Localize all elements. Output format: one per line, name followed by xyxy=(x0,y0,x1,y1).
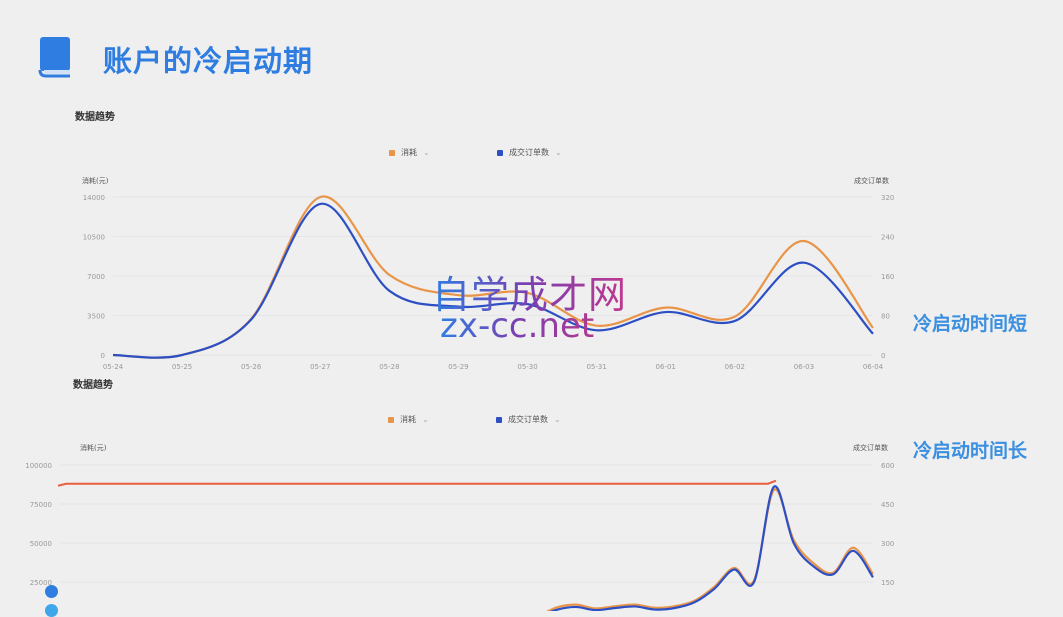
y-tick-right: 150 xyxy=(881,579,894,587)
y-tick-left: 75000 xyxy=(30,501,52,509)
chart1-legend-spend[interactable]: 消耗 ⌄ xyxy=(389,147,430,158)
label-short-cold-start: 冷启动时间短 xyxy=(913,313,1028,335)
y-tick-left: 100000 xyxy=(25,462,52,470)
legend-label: 成交订单数 xyxy=(509,148,549,157)
y-tick-left: 14000 xyxy=(83,194,105,202)
x-tick: 05-30 xyxy=(517,363,537,371)
y-tick-right: 320 xyxy=(881,194,894,202)
slide-title: 账户的冷启动期 xyxy=(103,44,314,78)
chart2-section-title: 数据趋势 xyxy=(73,380,113,391)
y-tick-left: 50000 xyxy=(30,540,52,548)
legend-swatch xyxy=(497,149,503,156)
chart2-right-axis-title: 成交订单数 xyxy=(853,444,888,452)
legend-swatch xyxy=(388,416,394,423)
x-tick: 06-02 xyxy=(725,363,745,371)
y-tick-right: 450 xyxy=(881,501,894,509)
chart1-right-axis-title: 成交订单数 xyxy=(854,177,889,185)
legend-swatch xyxy=(496,416,502,423)
y-tick-right: 300 xyxy=(881,540,894,548)
y-tick-left: 0 xyxy=(101,352,105,360)
chart1-legend-orders[interactable]: 成交订单数 ⌄ xyxy=(497,147,562,158)
reference-line xyxy=(57,479,777,487)
y-tick-right: 240 xyxy=(881,234,894,242)
x-tick: 06-03 xyxy=(794,363,814,371)
x-tick: 05-25 xyxy=(172,363,192,371)
nav-dot[interactable] xyxy=(45,585,58,598)
label-long-cold-start: 冷启动时间长 xyxy=(913,440,1028,462)
legend-swatch xyxy=(389,149,395,156)
legend-label: 成交订单数 xyxy=(508,415,548,424)
y-tick-left: 7000 xyxy=(87,273,105,281)
legend-label: 消耗 xyxy=(400,415,416,424)
x-tick: 05-26 xyxy=(241,363,262,371)
x-tick: 05-24 xyxy=(103,363,124,371)
watermark-text: 自学成才网 xyxy=(432,264,627,319)
series-line-orders xyxy=(549,485,874,611)
chart2-legend-spend[interactable]: 消耗 ⌄ xyxy=(388,414,429,425)
x-tick: 05-28 xyxy=(379,363,399,371)
chart2-legend-orders[interactable]: 成交订单数 ⌄ xyxy=(496,414,561,425)
x-tick: 06-04 xyxy=(863,363,884,371)
x-tick: 05-29 xyxy=(448,363,468,371)
y-tick-left: 10500 xyxy=(83,234,105,242)
x-tick: 05-31 xyxy=(586,363,606,371)
y-tick-right: 0 xyxy=(881,352,885,360)
series-line-spend xyxy=(546,488,874,611)
legend-label: 消耗 xyxy=(401,148,417,157)
chart1-section-title: 数据趋势 xyxy=(75,112,115,123)
y-tick-right: 80 xyxy=(881,313,890,321)
chevron-down-icon: ⌄ xyxy=(555,148,562,157)
chevron-down-icon: ⌄ xyxy=(422,415,429,424)
book-icon xyxy=(38,36,72,82)
chart2-left-axis-title: 消耗(元) xyxy=(80,444,107,452)
series-line-orders xyxy=(112,202,874,359)
x-tick: 06-01 xyxy=(656,363,676,371)
y-tick-right: 600 xyxy=(881,462,894,470)
y-tick-left: 3500 xyxy=(87,313,105,321)
y-tick-left: 25000 xyxy=(30,579,52,587)
chevron-down-icon: ⌄ xyxy=(554,415,561,424)
x-tick: 05-27 xyxy=(310,363,330,371)
y-tick-right: 160 xyxy=(881,273,894,281)
watermark-url: zx-cc.net xyxy=(440,306,595,346)
chevron-down-icon: ⌄ xyxy=(423,148,430,157)
chart1-left-axis-title: 消耗(元) xyxy=(82,177,109,185)
